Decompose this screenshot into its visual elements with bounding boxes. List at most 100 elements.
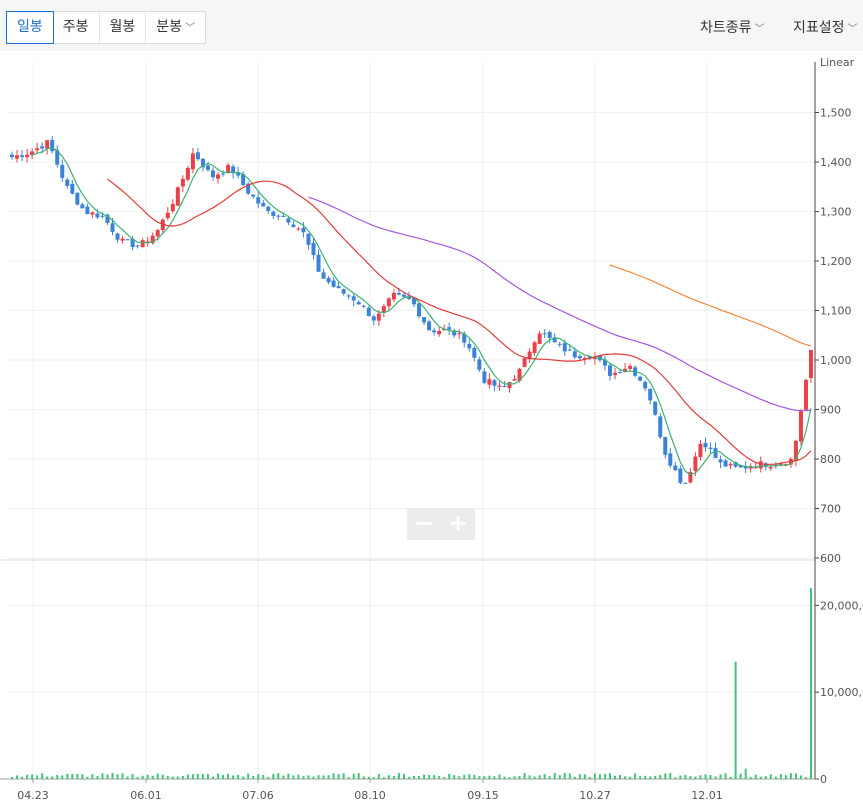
volume-bar <box>639 776 642 779</box>
candle-body <box>45 140 50 149</box>
zoom-out-button[interactable]: − <box>413 509 435 537</box>
candle-body <box>758 461 763 469</box>
volume-bar <box>282 775 285 779</box>
tab-monthly[interactable]: 월봉 <box>100 12 147 43</box>
volume-bar <box>413 775 416 779</box>
volume-bar <box>91 774 94 779</box>
volume-bar <box>191 774 194 779</box>
volume-bar <box>684 774 687 779</box>
indicator-settings-menu[interactable]: 지표설정 ﹀ <box>793 17 858 37</box>
ma5-line <box>31 147 812 476</box>
candle-body <box>432 330 437 333</box>
volume-bar <box>16 775 19 779</box>
candle-body <box>562 343 567 352</box>
candle-body <box>422 317 427 323</box>
tab-weekly[interactable]: 주봉 <box>53 12 100 43</box>
volume-bar <box>724 773 727 779</box>
candle-body <box>447 327 452 330</box>
candle-body <box>241 174 246 186</box>
tab-minute[interactable]: 분봉 ﹀ <box>146 12 205 43</box>
volume-bar <box>307 775 310 779</box>
volume-bar <box>764 776 767 779</box>
candle-body <box>452 330 457 336</box>
volume-bar <box>629 776 632 779</box>
date-tick-label: 08.10 <box>354 789 386 802</box>
candle-body <box>301 227 306 233</box>
volume-tick-label: 20,000,00 <box>820 599 863 612</box>
candle-body <box>567 349 572 351</box>
volume-bar <box>347 777 350 779</box>
volume-bar <box>729 776 732 779</box>
candle-body <box>361 305 366 307</box>
volume-bar <box>111 773 114 779</box>
volume-bar <box>161 774 164 779</box>
volume-bar <box>11 776 13 779</box>
date-tick-label: 12.01 <box>691 789 723 802</box>
volume-bar <box>654 775 657 779</box>
volume-bar <box>573 776 576 779</box>
scale-type-label: Linear <box>820 56 855 69</box>
chart-type-label: 차트종류 <box>700 20 752 36</box>
period-tabs: 일봉 주봉 월봉 분봉 ﹀ <box>6 11 207 44</box>
volume-bar <box>533 776 536 779</box>
volume-bar <box>598 774 601 779</box>
chart-type-menu[interactable]: 차트종류 ﹀ <box>700 17 765 37</box>
volume-bar <box>201 774 204 779</box>
ma20-line <box>107 178 812 465</box>
volume-bar <box>769 774 772 779</box>
volume-bar <box>634 773 637 779</box>
volume-bar <box>659 775 662 779</box>
price-tick-label: 700 <box>820 503 841 516</box>
candle-body <box>793 440 798 461</box>
ma60-line <box>308 196 812 412</box>
candle-body <box>673 465 678 471</box>
candle-body <box>507 382 512 389</box>
candle-body <box>809 350 813 379</box>
volume-bar <box>297 774 300 779</box>
candle-body <box>798 411 803 442</box>
volume-bar <box>448 773 451 779</box>
volume-bar <box>121 773 124 779</box>
volume-bar <box>649 776 652 779</box>
volume-bar <box>759 776 762 779</box>
candle-body <box>693 456 698 471</box>
volume-bar <box>222 775 225 779</box>
candle-body <box>165 212 170 219</box>
volume-bar <box>387 775 390 779</box>
date-tick-label: 04.23 <box>17 789 49 802</box>
candle-body <box>653 401 658 415</box>
volume-bar <box>418 776 421 779</box>
candle-body <box>326 278 331 283</box>
candle-body <box>20 155 25 157</box>
candle-body <box>386 298 391 307</box>
candle-body <box>351 296 356 301</box>
candle-body <box>321 272 326 279</box>
chart-toolbar: 일봉 주봉 월봉 분봉 ﹀ 차트종류 ﹀ 지표설정 ﹀ <box>0 0 863 51</box>
candle-body <box>205 165 210 170</box>
zoom-in-button[interactable]: + <box>447 509 469 537</box>
candle-body <box>236 172 241 176</box>
candle-body <box>552 337 557 343</box>
candle-body <box>618 372 623 374</box>
candle-body <box>557 343 562 345</box>
volume-bar <box>362 776 365 779</box>
candle-body <box>140 240 145 248</box>
volume-bar <box>719 774 722 779</box>
volume-bar <box>126 776 129 779</box>
chart-area[interactable]: Linear 1,500 1,400 1,300 1,200 1,100 1,000 900 8… <box>0 51 863 808</box>
candle-body <box>381 306 386 313</box>
price-volume-chart[interactable]: Linear 1,500 1,400 1,300 1,200 1,100 1,000 900 8… <box>0 51 863 808</box>
volume-bar <box>21 776 24 779</box>
volume-bar <box>151 775 154 779</box>
candle-body <box>291 224 296 227</box>
candle-body <box>668 453 673 466</box>
candle-body <box>663 437 668 455</box>
volume-bar <box>483 776 486 779</box>
volume-bar <box>56 775 59 779</box>
tab-daily[interactable]: 일봉 <box>6 11 54 44</box>
volume-bar <box>96 776 99 779</box>
volume-bar <box>458 776 461 779</box>
candle-body <box>572 351 577 358</box>
volume-bar <box>749 777 752 779</box>
candle-body <box>703 442 708 448</box>
